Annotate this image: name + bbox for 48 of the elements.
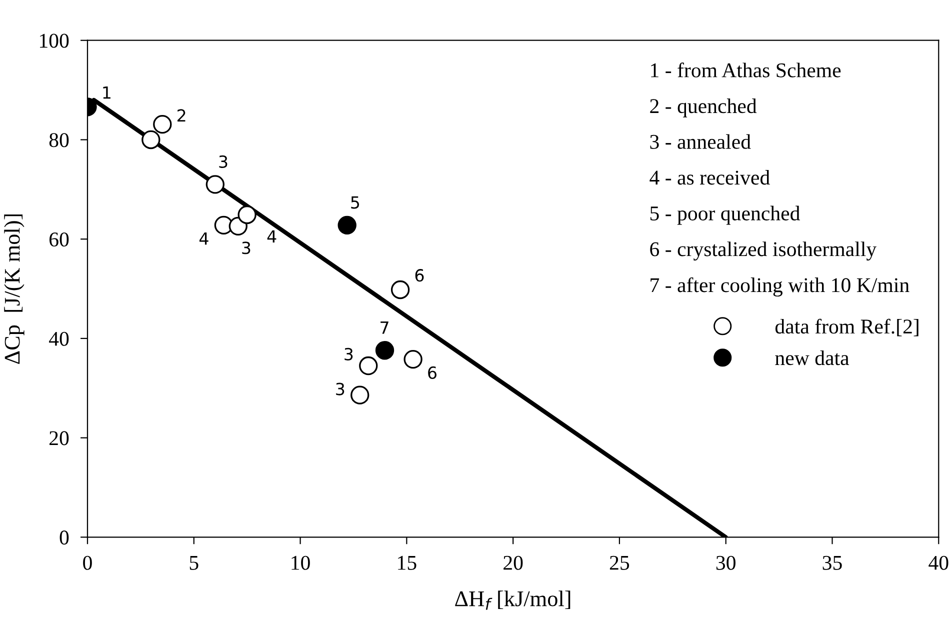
point	[153, 114, 172, 134]
legend-label: new data	[775, 350, 850, 366]
annotation: 3	[344, 348, 353, 360]
annotation: 7 - after cooling with 10 K/min	[650, 277, 910, 296]
point	[350, 386, 370, 404]
y-tick-label: 100	[40, 34, 69, 48]
x-axis-title: ΔH$_{f}$ [kJ/mol]	[455, 590, 570, 610]
y-tick-label: 40	[49, 332, 69, 346]
annotation: 6 - crystalized isothermally	[650, 242, 877, 261]
annotation: 1 - from Athas Scheme	[651, 62, 841, 78]
x-tick-label: 15	[398, 556, 416, 570]
x-tick-label: 5	[190, 556, 198, 570]
annotation: 3	[242, 242, 250, 254]
point	[238, 205, 256, 224]
annotation: 4	[199, 232, 208, 245]
annotation: 3 - annealed	[650, 134, 751, 149]
annotation: 7	[380, 322, 388, 334]
x-tick-label: 30	[716, 556, 736, 570]
y-tick-label: 60	[50, 232, 69, 247]
x-tick-label: 20	[504, 556, 523, 570]
point	[206, 175, 225, 194]
point	[390, 280, 410, 300]
point	[359, 356, 378, 376]
x-tick-label: 0	[83, 556, 92, 570]
annotation: 5	[351, 196, 360, 209]
annotation: 3	[219, 155, 228, 168]
annotation: 1	[103, 86, 110, 99]
point	[142, 130, 160, 150]
annotation: 2 - quenched	[650, 98, 757, 118]
annotation: 4	[267, 230, 276, 243]
legend-label: data from Ref.[2]	[775, 318, 918, 336]
x-tick-label: 25	[610, 556, 630, 570]
y-axis-title: ΔCp [J/(K mol)]	[4, 214, 24, 364]
annotation: 2	[178, 109, 186, 122]
annotation: 3	[336, 382, 344, 396]
x-tick-label: 10	[292, 556, 310, 570]
y-tick-label: 80	[49, 133, 69, 148]
annotation: 5 - poor quenched	[650, 206, 800, 225]
y-tick-label: 0	[60, 530, 69, 545]
x-tick-label: 40	[928, 556, 948, 570]
x-tick-label: 35	[822, 556, 842, 570]
point	[338, 216, 356, 235]
annotation: 6	[428, 366, 436, 379]
point	[404, 350, 422, 369]
annotation: 4 - as received	[650, 170, 770, 185]
annotation: 6	[415, 269, 424, 282]
point	[375, 341, 394, 360]
y-tick-label: 20	[50, 431, 69, 446]
